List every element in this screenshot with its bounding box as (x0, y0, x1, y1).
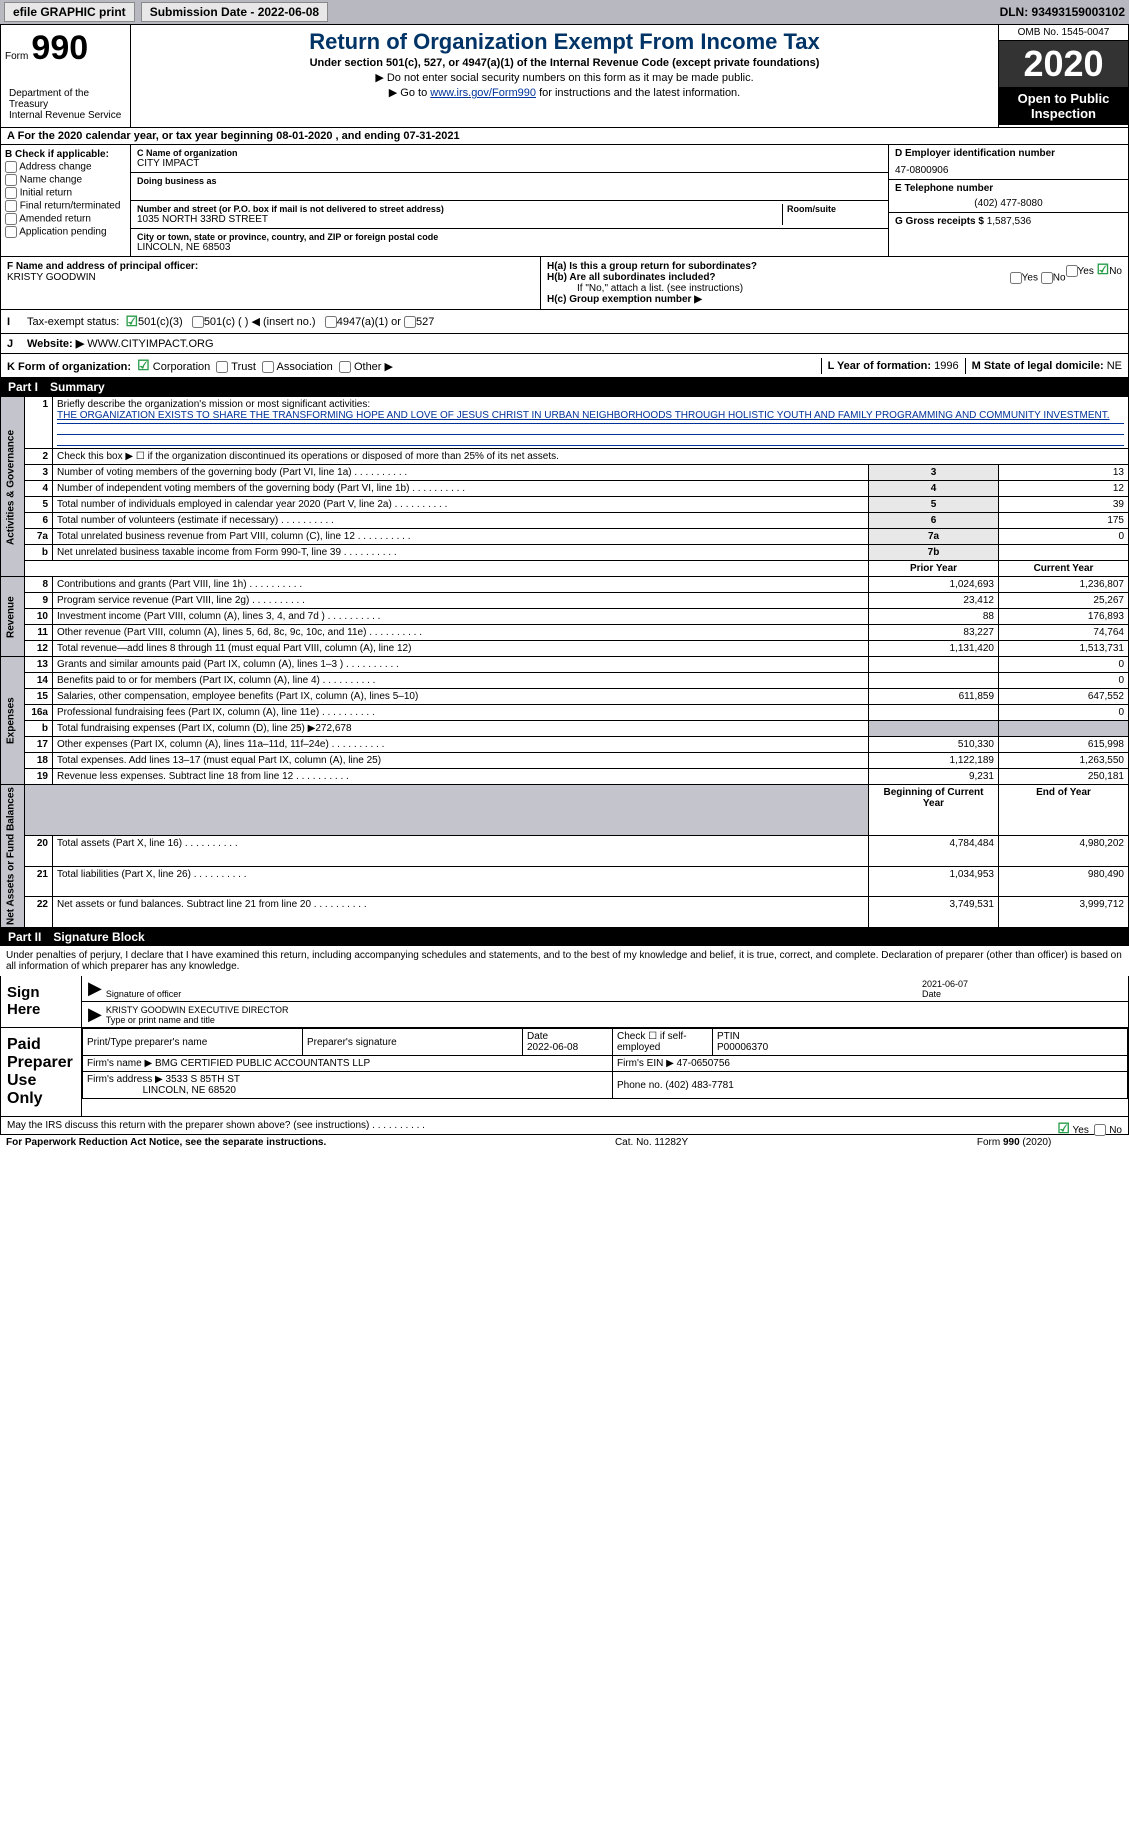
row-j: J Website: ▶ WWW.CITYIMPACT.ORG (0, 334, 1129, 354)
chk-address-change[interactable]: Address change (5, 161, 126, 173)
part-1-header: Part I Summary (0, 378, 1129, 396)
table-row: bTotal fundraising expenses (Part IX, co… (1, 721, 1129, 737)
form-label: Form (5, 51, 28, 62)
org-city: LINCOLN, NE 68503 (137, 242, 882, 253)
declaration: Under penalties of perjury, I declare th… (0, 946, 1129, 976)
chk-corp[interactable]: ☑ (137, 357, 150, 373)
dln: DLN: 93493159003102 (1000, 5, 1125, 19)
ein: 47-0800906 (895, 165, 1122, 176)
tax-year: 2020 (999, 41, 1128, 87)
chk-name-change[interactable]: Name change (5, 174, 126, 186)
chk-assoc[interactable] (262, 361, 274, 373)
entity-block: B Check if applicable: Address change Na… (0, 145, 1129, 257)
ptin: P00006370 (717, 1042, 768, 1053)
year-formation: 1996 (934, 360, 958, 372)
table-row: 5Total number of individuals employed in… (1, 497, 1129, 513)
chk-final-return[interactable]: Final return/terminated (5, 200, 126, 212)
chk-discuss-no[interactable] (1094, 1124, 1106, 1136)
row-k: K Form of organization: ☑ Corporation Tr… (0, 354, 1129, 378)
table-row: bNet unrelated business taxable income f… (1, 545, 1129, 561)
sign-date: 2021-06-07 (922, 979, 968, 989)
officer-name: KRISTY GOODWIN EXECUTIVE DIRECTOR (106, 1005, 289, 1015)
vtab-governance: Activities & Governance (1, 397, 25, 577)
preparer-block: Paid Preparer Use Only Print/Type prepar… (0, 1028, 1129, 1117)
table-row: 9Program service revenue (Part VIII, lin… (1, 593, 1129, 609)
firm-ein: 47-0650756 (677, 1058, 730, 1069)
org-address: 1035 NORTH 33RD STREET (137, 214, 782, 225)
discuss-row: May the IRS discuss this return with the… (0, 1117, 1129, 1135)
table-row: 6Total number of volunteers (estimate if… (1, 513, 1129, 529)
table-row: 12Total revenue—add lines 8 through 11 (… (1, 641, 1129, 657)
firm-phone: (402) 483-7781 (665, 1080, 733, 1091)
subtitle-1: Under section 501(c), 527, or 4947(a)(1)… (139, 57, 990, 69)
subtitle-2: ▶ Do not enter social security numbers o… (139, 71, 990, 84)
form-number: 990 (31, 29, 88, 67)
table-row: 10Investment income (Part VIII, column (… (1, 609, 1129, 625)
table-row: 18Total expenses. Add lines 13–17 (must … (1, 753, 1129, 769)
omb-number: OMB No. 1545-0047 (999, 25, 1128, 41)
irs-link[interactable]: www.irs.gov/Form990 (430, 87, 536, 99)
group-exemption: H(c) Group exemption number ▶ (547, 294, 1122, 305)
chk-discuss-yes[interactable]: ☑ (1057, 1120, 1070, 1136)
chk-app-pending[interactable]: Application pending (5, 226, 126, 238)
table-row: 7aTotal unrelated business revenue from … (1, 529, 1129, 545)
line-a: A For the 2020 calendar year, or tax yea… (0, 128, 1129, 145)
open-public: Open to Public Inspection (999, 87, 1128, 125)
sign-here-block: Sign Here ▶ Signature of officer 2021-06… (0, 976, 1129, 1028)
table-row: 19Revenue less expenses. Subtract line 1… (1, 769, 1129, 785)
org-name: CITY IMPACT (137, 158, 882, 169)
principal-officer: KRISTY GOODWIN (7, 272, 534, 283)
chk-trust[interactable] (216, 361, 228, 373)
chk-527[interactable] (404, 316, 416, 328)
table-row: 14Benefits paid to or for members (Part … (1, 673, 1129, 689)
box-c: C Name of organization CITY IMPACT Doing… (131, 145, 888, 256)
vtab-expenses: Expenses (1, 657, 25, 785)
table-row: 20Total assets (Part X, line 16)4,784,48… (1, 836, 1129, 867)
chk-4947[interactable] (325, 316, 337, 328)
subtitle-3: ▶ Go to www.irs.gov/Form990 for instruct… (139, 86, 990, 99)
table-row: 21Total liabilities (Part X, line 26)1,0… (1, 866, 1129, 897)
table-row: 16aProfessional fundraising fees (Part I… (1, 705, 1129, 721)
chk-501c3[interactable]: ☑ (125, 313, 138, 330)
chk-amended[interactable]: Amended return (5, 213, 126, 225)
chk-hb-no[interactable] (1041, 272, 1053, 284)
form-title: Return of Organization Exempt From Incom… (139, 29, 990, 55)
footer: For Paperwork Reduction Act Notice, see … (0, 1135, 1057, 1150)
gross-receipts: 1,587,536 (987, 216, 1032, 227)
chk-ha-yes[interactable] (1066, 265, 1078, 277)
top-bar: efile GRAPHIC print Submission Date - 20… (0, 0, 1129, 24)
prep-date: 2022-06-08 (527, 1042, 578, 1053)
chk-hb-yes[interactable] (1010, 272, 1022, 284)
vtab-revenue: Revenue (1, 577, 25, 657)
submission-date: Submission Date - 2022-06-08 (141, 2, 328, 22)
row-i: I Tax-exempt status: ☑ 501(c)(3) 501(c) … (0, 310, 1129, 334)
table-row: 11Other revenue (Part VIII, column (A), … (1, 625, 1129, 641)
box-d-e-g: D Employer identification number 47-0800… (888, 145, 1128, 256)
state-domicile: NE (1107, 360, 1122, 372)
fh-block: F Name and address of principal officer:… (0, 257, 1129, 310)
vtab-netassets: Net Assets or Fund Balances (1, 785, 25, 928)
chk-501c[interactable] (192, 316, 204, 328)
website: WWW.CITYIMPACT.ORG (87, 338, 213, 350)
box-b: B Check if applicable: Address change Na… (1, 145, 131, 256)
part-2-header: Part II Signature Block (0, 928, 1129, 946)
form-header: Form 990 Department of the Treasury Inte… (0, 24, 1129, 128)
summary-table: Activities & Governance 1 Briefly descri… (0, 396, 1129, 928)
telephone: (402) 477-8080 (895, 198, 1122, 209)
mission-text: THE ORGANIZATION EXISTS TO SHARE THE TRA… (57, 410, 1110, 421)
efile-label: efile GRAPHIC print (4, 2, 135, 22)
dept-label: Department of the Treasury Internal Reve… (5, 86, 126, 123)
table-row: 17Other expenses (Part IX, column (A), l… (1, 737, 1129, 753)
chk-other[interactable] (339, 361, 351, 373)
chk-initial-return[interactable]: Initial return (5, 187, 126, 199)
table-row: 4Number of independent voting members of… (1, 481, 1129, 497)
firm-addr: 3533 S 85TH ST (166, 1074, 240, 1085)
table-row: 3Number of voting members of the governi… (1, 465, 1129, 481)
table-row: 22Net assets or fund balances. Subtract … (1, 897, 1129, 928)
table-row: 15Salaries, other compensation, employee… (1, 689, 1129, 705)
firm-name: BMG CERTIFIED PUBLIC ACCOUNTANTS LLP (155, 1058, 370, 1069)
